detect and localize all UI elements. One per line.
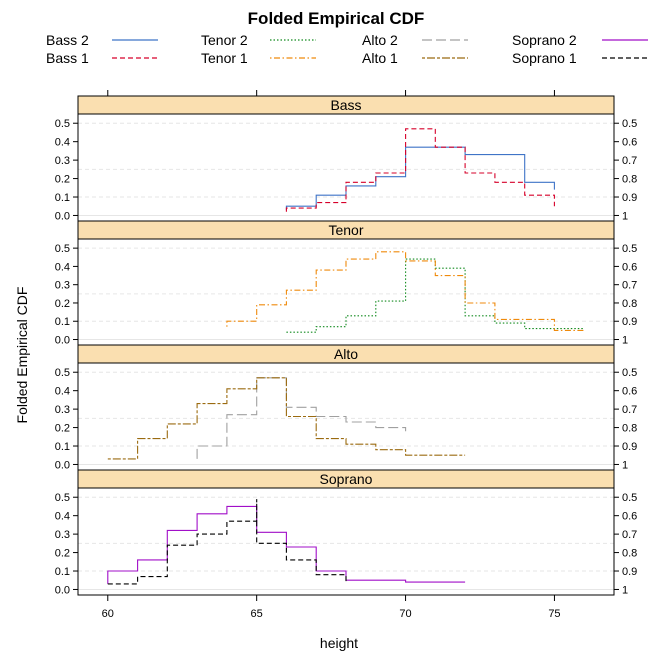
series-line (107, 505, 466, 584)
y-tick-label-left: 0.0 (55, 210, 70, 222)
y-tick-label-right: 0.7 (622, 529, 637, 541)
y-tick-label-left: 0.1 (55, 566, 70, 578)
y-tick-label-left: 0.2 (55, 174, 70, 186)
y-tick-label-right: 0.9 (622, 441, 637, 453)
legend-label: Tenor 2 (201, 32, 248, 48)
chart-title: Folded Empirical CDF (248, 9, 425, 28)
y-tick-label-right: 0.9 (622, 316, 637, 328)
series-line (107, 377, 466, 460)
y-tick-label-right: 1 (622, 210, 628, 222)
series-line (226, 251, 585, 331)
y-tick-label-left: 0.4 (55, 386, 70, 398)
strip-label: Tenor (328, 222, 363, 238)
legend-label: Tenor 1 (201, 50, 248, 66)
panel-soprano: Soprano 0.0 0.1 0.2 0.3 0.4 0.5 1 0.9 0.8 0.7 0.6 0.… (55, 469, 637, 596)
y-tick-label-left: 0.0 (55, 459, 70, 471)
x-tick-label: 70 (399, 608, 411, 620)
y-tick-label-right: 0.5 (622, 492, 637, 504)
legend-label: Bass 1 (46, 50, 89, 66)
series-line (196, 377, 407, 459)
y-tick-label-right: 0.6 (622, 261, 637, 273)
y-tick-label-left: 0.0 (55, 584, 70, 596)
y-tick-label-left: 0.1 (55, 441, 70, 453)
y-tick-label-right: 0.6 (622, 137, 637, 149)
y-tick-label-right: 0.8 (622, 174, 637, 186)
y-tick-label-right: 0.8 (622, 423, 637, 435)
y-tick-label-right: 1 (622, 335, 628, 347)
y-tick-label-left: 0.3 (55, 155, 70, 167)
x-axis-label: height (320, 635, 358, 651)
series-line (285, 128, 555, 212)
y-tick-label-right: 0.7 (622, 404, 637, 416)
y-tick-label-left: 0.3 (55, 529, 70, 541)
y-tick-label-right: 0.7 (622, 280, 637, 292)
y-tick-label-left: 0.4 (55, 261, 70, 273)
y-tick-label-left: 0.3 (55, 404, 70, 416)
y-tick-label-right: 1 (622, 459, 628, 471)
y-tick-label-right: 0.7 (622, 155, 637, 167)
axes: 60 65 70 75 (102, 90, 561, 620)
legend-label: Bass 2 (46, 32, 89, 48)
y-tick-label-left: 0.4 (55, 137, 70, 149)
y-tick-label-right: 0.9 (622, 566, 637, 578)
y-tick-label-left: 0.3 (55, 280, 70, 292)
y-tick-label-left: 0.5 (55, 243, 70, 255)
y-tick-label-left: 0.5 (55, 492, 70, 504)
y-tick-label-right: 0.5 (622, 243, 637, 255)
y-tick-label-left: 0.5 (55, 118, 70, 130)
legend-label: Soprano 1 (512, 50, 577, 66)
y-tick-label-right: 0.6 (622, 386, 637, 398)
panel-bass: Bass 0.0 0.1 0.2 0.3 0.4 0.5 1 0.9 0.8 0.7 0.6 0.5 (55, 95, 637, 222)
x-tick-label: 60 (102, 608, 114, 620)
y-tick-label-right: 0.8 (622, 548, 637, 560)
y-tick-label-left: 0.1 (55, 192, 70, 204)
y-tick-label-left: 0.5 (55, 367, 70, 379)
y-tick-label-right: 1 (622, 584, 628, 596)
y-tick-label-right: 0.5 (622, 118, 637, 130)
panel-frame (77, 113, 615, 222)
panel-alto: Alto 0.0 0.1 0.2 0.3 0.4 0.5 1 0.9 0.8 0.7 0.6 0.5 (55, 344, 637, 471)
y-tick-label-left: 0.2 (55, 548, 70, 560)
legend: Bass 2 Bass 1 Tenor 2 Tenor 1 Alto 2 Alto 1 So… (46, 32, 648, 66)
y-tick-label-left: 0.0 (55, 335, 70, 347)
y-tick-label-right: 0.8 (622, 298, 637, 310)
legend-label: Soprano 2 (512, 32, 577, 48)
strip-label: Soprano (320, 471, 373, 487)
legend-label: Alto 2 (362, 32, 398, 48)
y-tick-label-right: 0.9 (622, 192, 637, 204)
series-line (285, 146, 555, 210)
x-tick-label: 65 (251, 608, 263, 620)
y-tick-label-right: 0.6 (622, 511, 637, 523)
panel-tenor: Tenor 0.0 0.1 0.2 0.3 0.4 0.5 1 0.9 0.8 0.7 0.6 0.5 (55, 220, 637, 347)
panels: Bass0.00.10.20.30.40.510.90.80.70.60.5Te… (55, 95, 637, 596)
panel-frame (77, 487, 615, 596)
series-line (107, 499, 347, 585)
legend-label: Alto 1 (362, 50, 398, 66)
x-tick-label: 75 (548, 608, 560, 620)
y-tick-label-left: 0.2 (55, 298, 70, 310)
y-tick-label-right: 0.5 (622, 367, 637, 379)
series-line (286, 258, 585, 333)
strip-label: Alto (334, 346, 358, 362)
strip-label: Bass (330, 97, 361, 113)
y-axis-label: Folded Empirical CDF (14, 287, 30, 424)
y-tick-label-left: 0.2 (55, 423, 70, 435)
y-tick-label-left: 0.1 (55, 316, 70, 328)
y-tick-label-left: 0.4 (55, 511, 70, 523)
